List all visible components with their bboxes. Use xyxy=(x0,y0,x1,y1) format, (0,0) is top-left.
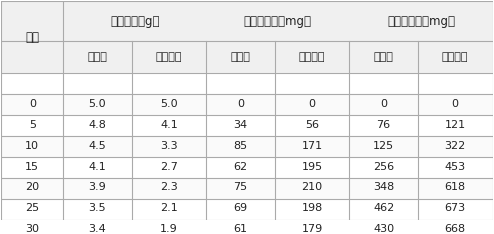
Text: 4.8: 4.8 xyxy=(88,120,106,130)
Text: 复合菌剂: 复合菌剂 xyxy=(299,52,326,62)
Text: 10: 10 xyxy=(25,141,40,151)
Text: 3.5: 3.5 xyxy=(88,203,106,213)
Text: 2.3: 2.3 xyxy=(160,183,178,192)
Text: 15: 15 xyxy=(25,161,40,172)
Text: 69: 69 xyxy=(234,203,247,213)
Text: 2.7: 2.7 xyxy=(160,161,178,172)
Bar xyxy=(1,115,493,136)
Text: 56: 56 xyxy=(305,120,319,130)
Text: 61: 61 xyxy=(234,224,247,234)
Bar xyxy=(1,178,493,199)
Text: 125: 125 xyxy=(373,141,394,151)
Text: 430: 430 xyxy=(373,224,394,234)
Text: 5.0: 5.0 xyxy=(160,99,178,109)
Text: 4.5: 4.5 xyxy=(88,141,106,151)
Text: 75: 75 xyxy=(234,183,247,192)
Text: 34: 34 xyxy=(234,120,247,130)
Text: 20: 20 xyxy=(25,183,40,192)
Text: 3.4: 3.4 xyxy=(88,224,106,234)
Text: 348: 348 xyxy=(373,183,394,192)
Text: 210: 210 xyxy=(301,183,323,192)
Text: 秸秆重量（g）: 秸秆重量（g） xyxy=(110,15,160,28)
Text: 76: 76 xyxy=(376,120,391,130)
Text: 4.1: 4.1 xyxy=(88,161,106,172)
Text: 天数: 天数 xyxy=(25,31,40,44)
Text: 2.1: 2.1 xyxy=(160,203,178,213)
Text: 322: 322 xyxy=(445,141,466,151)
Bar xyxy=(1,73,493,94)
Text: 红球菌: 红球菌 xyxy=(231,52,250,62)
Bar xyxy=(1,136,493,157)
Text: 1.9: 1.9 xyxy=(160,224,178,234)
Text: 85: 85 xyxy=(234,141,247,151)
Text: 256: 256 xyxy=(373,161,394,172)
Text: 195: 195 xyxy=(301,161,323,172)
Bar xyxy=(1,41,493,73)
Bar xyxy=(1,94,493,115)
Text: 5.0: 5.0 xyxy=(88,99,106,109)
Text: 3.3: 3.3 xyxy=(160,141,178,151)
Text: 30: 30 xyxy=(25,224,40,234)
Text: 还原糖含量（mg）: 还原糖含量（mg） xyxy=(244,15,312,28)
Text: 62: 62 xyxy=(234,161,247,172)
Text: 0: 0 xyxy=(237,99,244,109)
Text: 25: 25 xyxy=(25,203,40,213)
Text: 0: 0 xyxy=(380,99,387,109)
Bar xyxy=(1,1,493,41)
Text: 粗蛋白含量（mg）: 粗蛋白含量（mg） xyxy=(387,15,455,28)
Text: 0: 0 xyxy=(29,99,36,109)
Text: 复合菌剂: 复合菌剂 xyxy=(442,52,468,62)
Text: 198: 198 xyxy=(301,203,323,213)
Text: 121: 121 xyxy=(445,120,466,130)
Text: 0: 0 xyxy=(452,99,459,109)
Text: 0: 0 xyxy=(309,99,316,109)
Text: 4.1: 4.1 xyxy=(160,120,178,130)
Text: 171: 171 xyxy=(301,141,323,151)
Bar xyxy=(1,157,493,178)
Text: 618: 618 xyxy=(445,183,466,192)
Text: 3.9: 3.9 xyxy=(88,183,106,192)
Bar xyxy=(1,199,493,220)
Text: 红球菌: 红球菌 xyxy=(373,52,394,62)
Text: 673: 673 xyxy=(445,203,466,213)
Text: 179: 179 xyxy=(301,224,323,234)
Text: 5: 5 xyxy=(29,120,36,130)
Text: 复合菌剂: 复合菌剂 xyxy=(156,52,182,62)
Text: 462: 462 xyxy=(373,203,394,213)
Text: 453: 453 xyxy=(445,161,466,172)
Text: 红球菌: 红球菌 xyxy=(87,52,107,62)
Text: 668: 668 xyxy=(445,224,466,234)
